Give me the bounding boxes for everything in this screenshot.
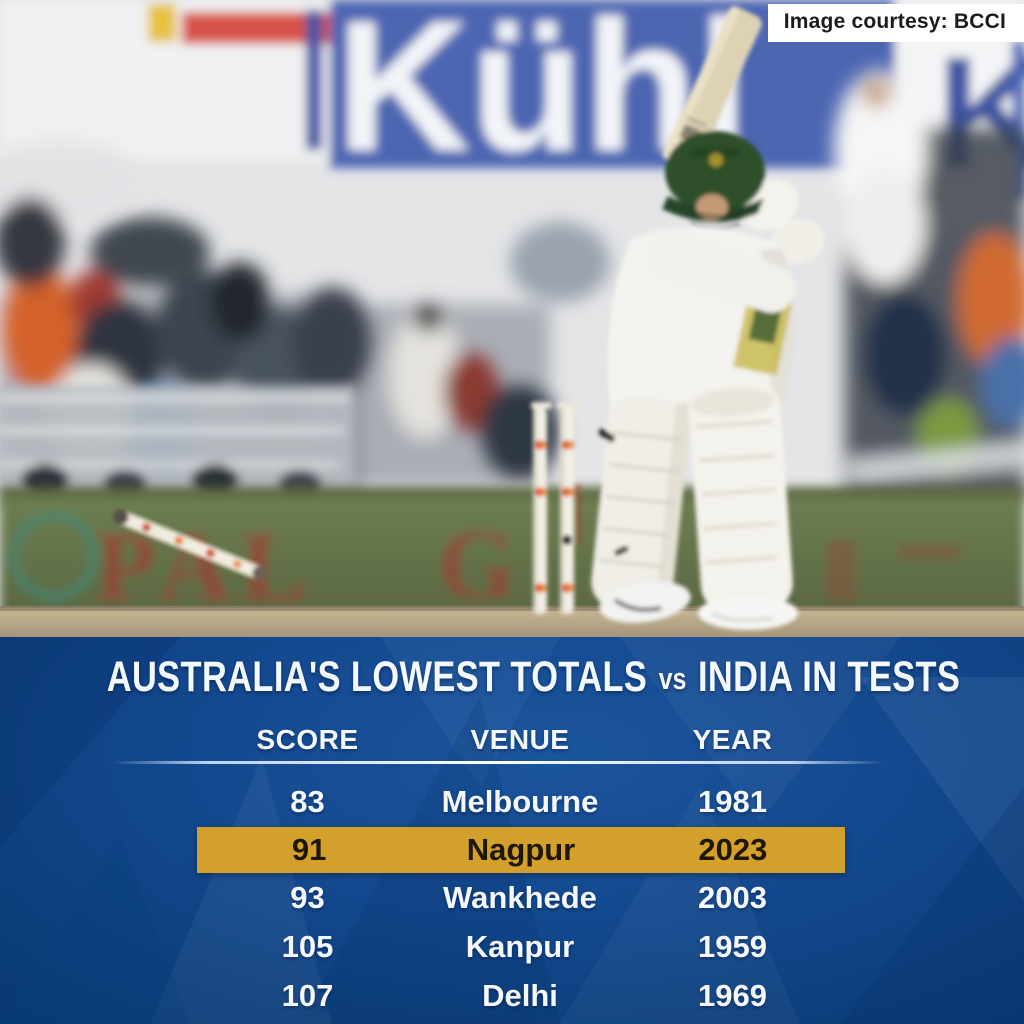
row-venue: Delhi [482, 978, 558, 1013]
row-venue: Kanpur [465, 929, 575, 964]
table-row: 83 Melbourne 1981 [195, 779, 845, 825]
row-year: 2023 [698, 832, 768, 867]
table-row: 93 Wankhede 2003 [195, 875, 845, 921]
header-score: SCORE [256, 724, 359, 755]
header-divider-line [112, 761, 884, 764]
ad-board: PAL G [0, 487, 1024, 622]
batsman [591, 6, 825, 630]
board-text-left: PAL [95, 511, 318, 622]
ground-strip [0, 606, 1024, 637]
cricket-bat [662, 6, 762, 169]
stats-panel: AUSTRALIA'S LOWEST TOTALS vs INDIA IN TE… [0, 637, 1024, 1024]
cricket-photo: Kühl K [0, 0, 1024, 637]
row-venue: Melbourne [441, 784, 599, 819]
flying-stump [113, 509, 267, 581]
batting-pad-right [688, 380, 793, 613]
title-part-1: AUSTRALIA'S LOWEST TOTALS [106, 653, 648, 701]
table-header-row: SCORE VENUE YEAR [195, 717, 845, 763]
board-text-mid: G [438, 509, 516, 620]
row-venue: Wankhede [443, 880, 597, 915]
row-score: 105 [281, 929, 334, 964]
stumps: mastercard mastercard [531, 402, 611, 614]
row-year: 1959 [698, 929, 767, 964]
row-score: 83 [290, 784, 325, 819]
row-score: 91 [291, 832, 327, 867]
table-row-highlighted: 91 Nagpur 2023 [197, 827, 845, 873]
table-row: 105 Kanpur 1959 [195, 924, 845, 970]
image-credit-label: Image courtesy: BCCI [767, 4, 1024, 42]
row-year: 2003 [698, 880, 767, 915]
table-row: 107 Delhi 1969 [195, 973, 845, 1019]
row-year: 1969 [698, 978, 767, 1013]
row-score: 107 [281, 978, 334, 1013]
header-venue: VENUE [470, 724, 570, 755]
row-year: 1981 [698, 784, 767, 819]
batting-pad-left [591, 396, 692, 613]
stump-brand-text: mastercard [572, 485, 584, 544]
row-venue: Nagpur [466, 832, 576, 867]
title-vs: vs [658, 661, 687, 696]
page-title: AUSTRALIA'S LOWEST TOTALS vs INDIA IN TE… [0, 653, 1024, 702]
header-year: YEAR [692, 724, 773, 755]
stump-brand-marks: mastercard mastercard [534, 440, 611, 593]
row-score: 93 [290, 880, 325, 915]
title-part-2: INDIA IN TESTS [697, 653, 961, 701]
